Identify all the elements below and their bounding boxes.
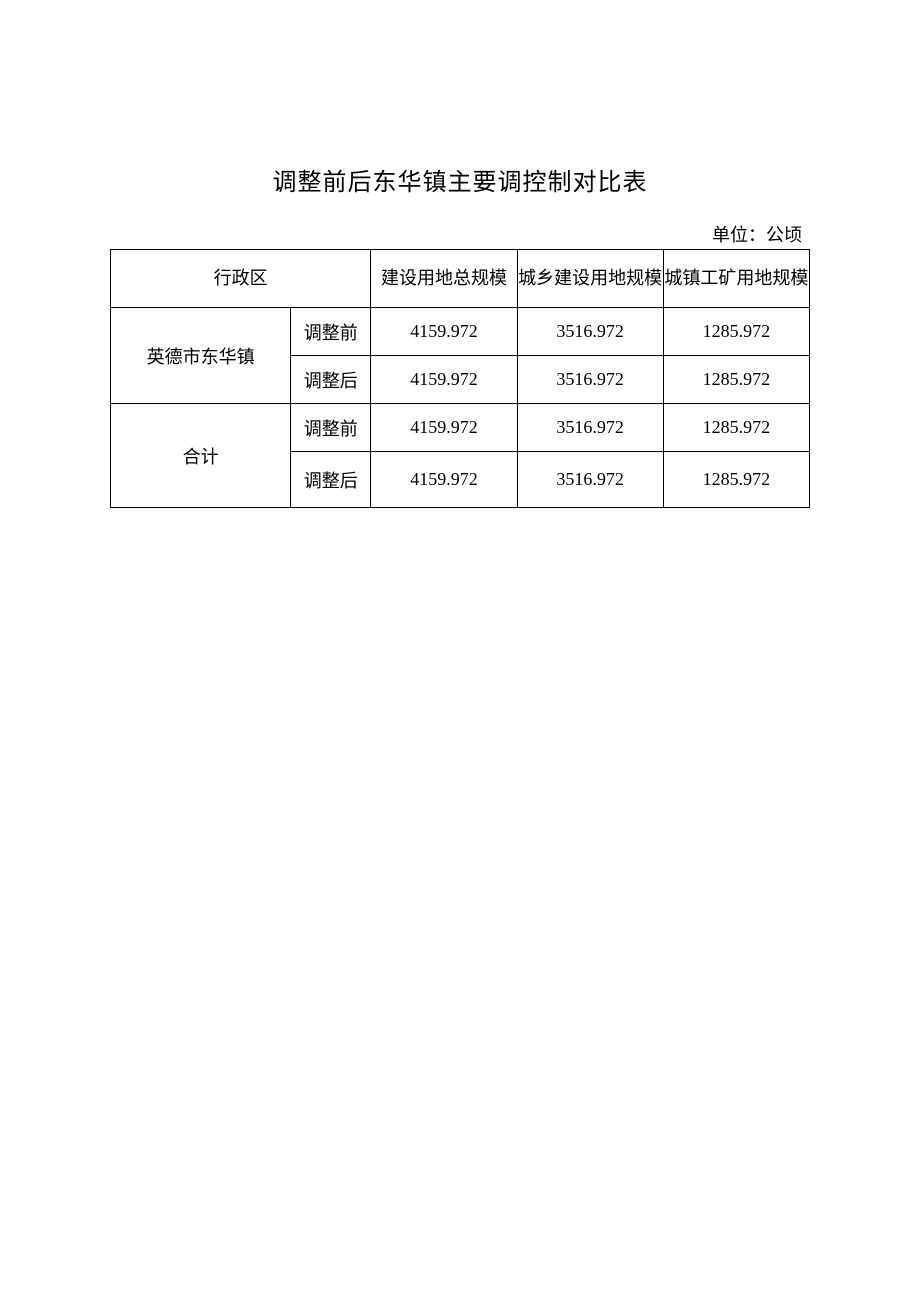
column-header-urban-rural-scale: 城乡建设用地规模 — [517, 250, 663, 308]
data-cell: 1285.972 — [663, 452, 809, 508]
phase-cell: 调整后 — [291, 356, 371, 404]
data-cell: 4159.972 — [371, 356, 517, 404]
table-row: 合计 调整前 4159.972 3516.972 1285.972 — [111, 404, 810, 452]
data-cell: 4159.972 — [371, 452, 517, 508]
data-cell: 1285.972 — [663, 308, 809, 356]
table-row: 英德市东华镇 调整前 4159.972 3516.972 1285.972 — [111, 308, 810, 356]
column-header-region: 行政区 — [111, 250, 371, 308]
table-header-row: 行政区 建设用地总规模 城乡建设用地规模 城镇工矿用地规模 — [111, 250, 810, 308]
phase-cell: 调整前 — [291, 308, 371, 356]
data-cell: 3516.972 — [517, 308, 663, 356]
region-cell: 合计 — [111, 404, 291, 508]
data-cell: 1285.972 — [663, 356, 809, 404]
data-cell: 4159.972 — [371, 308, 517, 356]
page-title: 调整前后东华镇主要调控制对比表 — [110, 162, 810, 197]
phase-cell: 调整前 — [291, 404, 371, 452]
column-header-total-scale: 建设用地总规模 — [371, 250, 517, 308]
phase-cell: 调整后 — [291, 452, 371, 508]
document-container: 调整前后东华镇主要调控制对比表 单位：公顷 行政区 建设用地总规模 城乡建设用地… — [110, 162, 810, 508]
data-cell: 4159.972 — [371, 404, 517, 452]
data-cell: 3516.972 — [517, 452, 663, 508]
region-cell: 英德市东华镇 — [111, 308, 291, 404]
comparison-table: 行政区 建设用地总规模 城乡建设用地规模 城镇工矿用地规模 英德市东华镇 调整前… — [110, 249, 810, 508]
data-cell: 1285.972 — [663, 404, 809, 452]
unit-label: 单位：公顷 — [110, 221, 810, 247]
data-cell: 3516.972 — [517, 356, 663, 404]
column-header-town-mining-scale: 城镇工矿用地规模 — [663, 250, 809, 308]
data-cell: 3516.972 — [517, 404, 663, 452]
